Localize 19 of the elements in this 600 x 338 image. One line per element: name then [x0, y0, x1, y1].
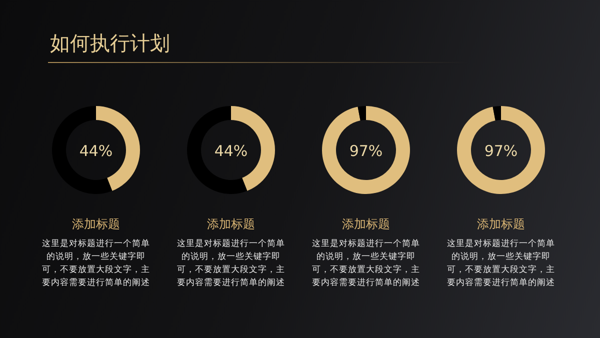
text: 这里是对标题进行一个简单的说明，放一些关键字即可，不要放置大段文字，主要内容需要进行简单的阐述 — [177, 238, 285, 290]
text: 97% — [349, 142, 383, 160]
text: 97% — [484, 142, 518, 160]
donut-slice — [187, 106, 248, 194]
donut-slice — [358, 106, 366, 121]
text: 44% — [79, 142, 113, 160]
donut-slice — [322, 106, 410, 194]
donut-slice — [492, 106, 501, 121]
text: 添加标题 — [476, 216, 526, 233]
text: 这里是对标题进行一个简单的说明，放一些关键字即可，不要放置大段文字，主要内容需要进行简单的阐述 — [312, 238, 420, 290]
text: 这里是对标题进行一个简单的说明，放一些关键字即可，不要放置大段文字，主要内容需要进行简单的阐述 — [42, 238, 150, 290]
text: 添加标题 — [206, 216, 256, 233]
donut-slice — [457, 106, 545, 194]
text: 如何执行计划 — [50, 30, 170, 57]
donut-slice — [52, 106, 112, 194]
text: 44% — [214, 142, 248, 160]
text: 这里是对标题进行一个简单的说明，放一些关键字即可，不要放置大段文字，主要内容需要进行简单的阐述 — [447, 238, 555, 290]
text: 添加标题 — [71, 216, 121, 233]
text: 添加标题 — [341, 216, 391, 233]
